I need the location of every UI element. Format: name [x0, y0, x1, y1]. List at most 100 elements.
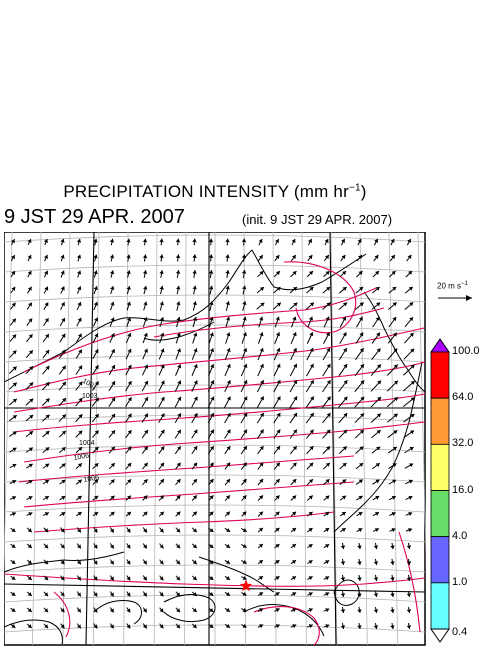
wind-arrow: [307, 559, 313, 565]
wind-arrow: [174, 412, 182, 424]
wind-arrow: [126, 238, 131, 246]
wind-arrow: [109, 495, 115, 501]
location-marker: [239, 579, 253, 592]
wind-arrow: [26, 543, 33, 549]
valid-time: 9 JST 29 APR. 2007: [4, 206, 185, 228]
wind-arrow: [290, 527, 297, 533]
wind-arrow: [224, 511, 231, 517]
wind-arrow: [27, 286, 32, 294]
wind-arrow: [404, 332, 414, 344]
wind-arrow: [26, 591, 33, 597]
wind-arrow: [26, 463, 33, 469]
wind-arrow: [406, 590, 412, 598]
wind-arrow: [273, 478, 281, 486]
wind-arrow: [158, 429, 165, 439]
wind-arrow: [109, 575, 115, 581]
wind-arrow: [159, 543, 164, 549]
wind-arrow: [158, 348, 165, 360]
wind-arrow: [207, 380, 215, 392]
wind-arrow: [25, 349, 34, 359]
grid-line: [417, 232, 426, 573]
wind-arrow: [224, 527, 231, 533]
wind-arrow: [26, 575, 33, 581]
wind-arrow: [338, 396, 348, 408]
grid-line: [123, 232, 129, 646]
wind-arrow: [191, 623, 198, 629]
wind-arrows: [8, 238, 416, 630]
wind-arrow: [208, 575, 214, 581]
wind-arrow: [225, 332, 231, 344]
wind-arrow: [126, 559, 131, 565]
wind-arrow: [60, 238, 65, 246]
wind-arrow: [159, 332, 165, 344]
wind-arrow: [109, 270, 115, 278]
wind-arrow: [159, 623, 164, 629]
wind-arrow: [142, 317, 148, 327]
isobar: [23, 287, 377, 373]
wind-arrow: [339, 495, 347, 501]
wind-arrow: [92, 446, 99, 454]
wind-scale-arrow: [438, 295, 472, 301]
wind-arrow: [356, 316, 363, 328]
wind-arrow: [191, 575, 198, 581]
wind-arrow: [241, 559, 247, 564]
wind-arrow: [323, 478, 330, 486]
wind-arrow: [208, 254, 214, 262]
wind-arrow: [27, 238, 32, 246]
wind-arrow: [175, 254, 181, 262]
wind-arrow: [224, 429, 231, 439]
wind-arrow: [406, 542, 412, 550]
wind-arrow: [92, 349, 99, 359]
wind-arrow: [159, 591, 164, 597]
wind-arrow: [240, 445, 248, 455]
colorbar-segment: [430, 490, 450, 538]
wind-arrow: [42, 349, 50, 359]
wind-arrow: [241, 575, 247, 580]
wind-arrow: [108, 413, 116, 423]
wind-arrow: [388, 463, 397, 469]
colorbar-segment: [430, 443, 450, 491]
wind-arrow: [373, 558, 379, 566]
wind-arrow: [91, 397, 100, 407]
wind-arrow: [191, 429, 198, 439]
wind-arrow: [241, 238, 247, 246]
wind-arrow: [322, 412, 331, 424]
wind-arrow: [257, 254, 264, 262]
wind-arrow: [108, 397, 116, 407]
wind-arrow: [241, 254, 247, 262]
wind-arrow: [175, 332, 181, 344]
wind-arrow: [142, 575, 148, 581]
major-grid-line: [85, 232, 95, 646]
wind-arrow: [75, 397, 83, 407]
wind-arrow: [406, 254, 412, 262]
wind-arrow: [10, 559, 16, 565]
wind-arrow: [390, 558, 395, 566]
wind-arrow: [371, 446, 381, 454]
wind-arrow: [209, 285, 214, 295]
wind-arrow: [340, 542, 346, 550]
wind-arrow: [43, 591, 49, 597]
wind-arrow: [224, 396, 231, 408]
wind-arrow: [405, 511, 413, 517]
wind-arrow: [176, 316, 181, 328]
wind-arrow: [322, 445, 331, 455]
colorbar: [430, 338, 450, 643]
wind-arrow: [93, 301, 98, 311]
wind-arrow: [241, 543, 247, 548]
wind-arrow: [224, 623, 231, 629]
wind-arrow: [340, 574, 346, 582]
wind-arrow: [274, 592, 280, 597]
wind-arrow: [257, 270, 264, 278]
wind-arrow: [109, 591, 115, 597]
wind-arrow: [322, 429, 331, 439]
wind-arrow: [109, 607, 115, 613]
wind-arrow: [10, 254, 16, 262]
wind-arrow: [158, 380, 165, 392]
isobar: [23, 481, 355, 508]
grid-line: [359, 232, 368, 646]
wind-arrow: [306, 478, 314, 486]
wind-arrow: [25, 365, 34, 375]
wind-arrow: [403, 348, 415, 360]
wind-arrow: [290, 608, 297, 613]
wind-arrow: [273, 412, 281, 424]
